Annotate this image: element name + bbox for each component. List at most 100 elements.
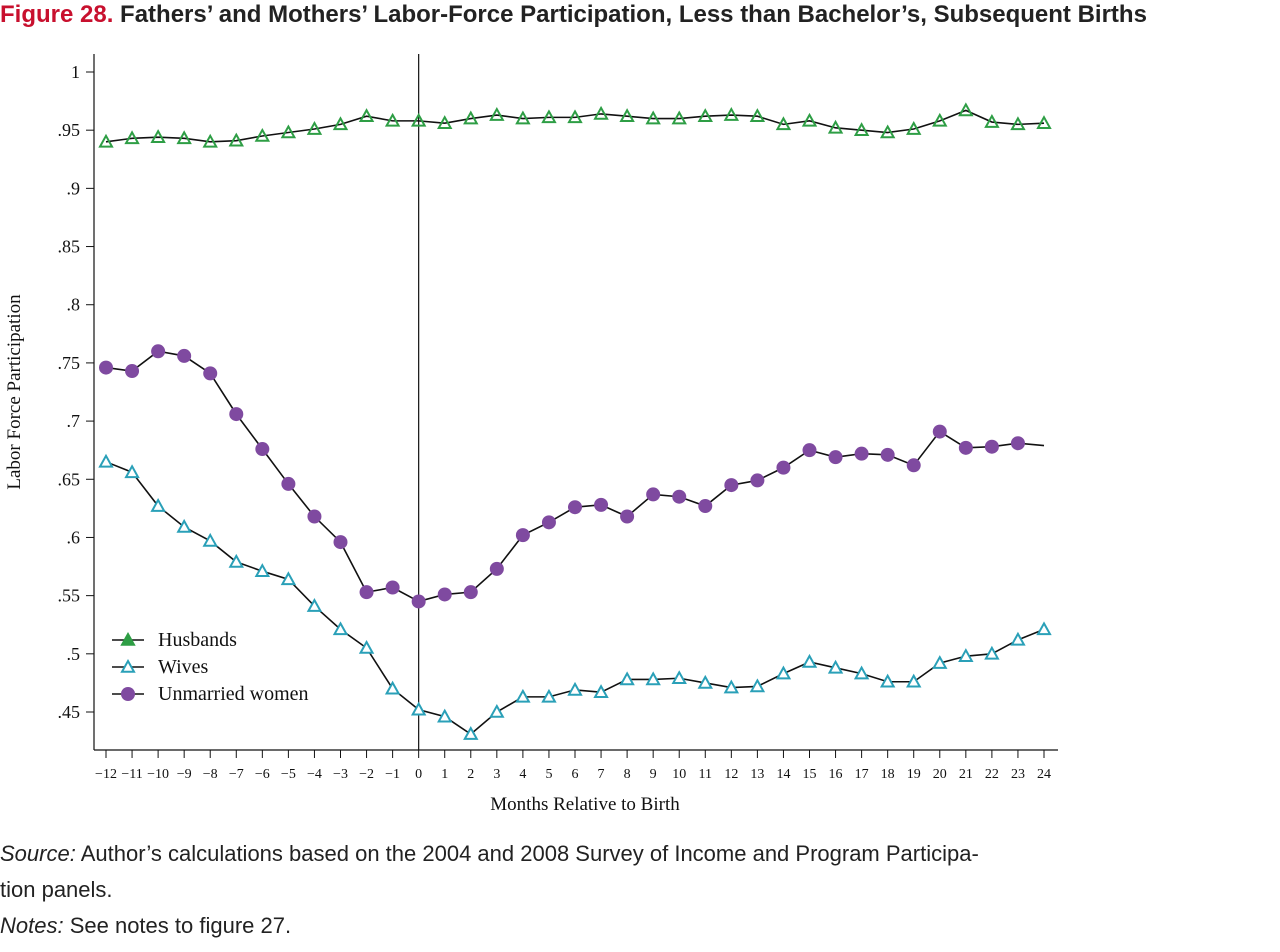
x-tick-label: 15 [803,767,817,782]
data-point-wives [906,673,922,688]
data-point-husbands [202,133,218,148]
x-tick-label: −10 [147,767,169,782]
data-point-unmarried [385,580,400,595]
data-point-husbands [358,108,375,123]
series-line-0 [105,109,1045,143]
data-point-wives [671,670,687,685]
data-point-wives [202,532,218,547]
x-tick-label: 4 [519,767,526,782]
data-point-wives [384,680,401,695]
x-tick-label: 18 [881,767,895,782]
data-point-unmarried [515,528,530,543]
figure-footer: Source: Author’s calculations based on t… [0,836,1280,944]
data-point-unmarried [984,439,999,454]
figure-label: Figure 28. [0,1,114,28]
data-point-wives [879,673,896,688]
x-axis-label: Months Relative to Birth [490,794,680,815]
x-tick-label: −2 [359,767,374,782]
y-axis-label: Labor Force Participation [4,294,25,490]
legend-marker [120,658,136,673]
data-point-husbands [723,106,740,121]
data-point-unmarried [932,424,947,439]
notes-note: Notes: See notes to figure 27. [0,908,1280,944]
x-tick-label: 11 [699,767,712,782]
data-point-husbands [410,112,427,127]
x-tick-label: 22 [985,767,999,782]
data-point-husbands [645,110,661,125]
x-tick-label: 16 [829,767,843,782]
x-tick-label: 0 [415,767,422,782]
data-point-wives [932,655,948,669]
data-point-wives [723,679,740,694]
data-point-unmarried [698,499,713,514]
data-point-unmarried [854,446,869,461]
notes-label: Notes: [0,913,64,938]
series-markers [98,102,1052,740]
data-point-husbands [541,109,557,124]
data-point-unmarried [151,344,166,359]
data-point-husbands [801,112,818,127]
data-point-unmarried [646,487,661,502]
legend-marker [120,631,136,646]
source-text: Author’s calculations based on the 2004 … [75,841,979,866]
data-point-wives [958,648,974,662]
data-point-wives [228,553,244,568]
y-tick-label: .9 [67,178,81,198]
data-point-husbands [228,132,244,147]
x-tick-label: −1 [385,767,400,782]
data-point-husbands [332,116,349,131]
data-point-unmarried [333,535,348,550]
x-tick-label: 13 [750,767,764,782]
data-point-unmarried [1010,436,1025,451]
data-point-unmarried [411,594,426,609]
data-point-wives [437,708,453,723]
y-tick-label: .85 [58,237,81,257]
data-point-husbands [932,112,948,127]
data-point-wives [410,701,427,716]
data-point-husbands [567,109,583,124]
data-point-husbands [280,124,297,139]
data-point-unmarried [750,473,765,488]
data-point-husbands [150,129,166,143]
data-point-wives [541,688,557,703]
data-point-wives [984,645,1000,660]
legend: Husbands Wives Unmarried women [112,629,309,705]
data-point-unmarried [359,585,374,600]
data-point-husbands [98,133,114,148]
x-tick-label: 14 [776,767,790,782]
data-point-wives [254,563,271,577]
x-tick-label: −3 [333,767,348,782]
x-tick-label: −7 [229,767,244,782]
line-chart: .45.5.55.6.65.7.75.8.85.9.951−12 −11 −10 −9… [4,54,1058,815]
figure-title-text: Fathers’ and Mothers’ Labor-Force Partic… [120,1,1147,28]
data-point-husbands [775,116,792,131]
x-tick-label: 23 [1011,767,1025,782]
legend-label: Unmarried women [158,683,309,705]
data-point-unmarried [802,443,817,458]
x-tick-label: 1 [441,767,448,782]
x-tick-label: 5 [545,767,552,782]
x-tick-label: −8 [203,767,218,782]
y-tick-label: .55 [58,586,81,606]
legend-marker [121,687,135,701]
data-point-husbands [124,130,140,145]
data-point-wives [749,678,766,693]
y-tick-label: .5 [67,644,81,664]
data-point-unmarried [203,366,218,381]
x-tick-label: 8 [624,767,631,782]
data-point-husbands [489,106,505,121]
data-point-wives [306,598,323,612]
data-point-wives [98,453,114,468]
x-tick-label: 10 [672,767,686,782]
data-point-unmarried [229,407,244,422]
data-point-unmarried [828,450,843,465]
data-point-wives [853,665,870,680]
data-point-husbands [697,108,713,123]
data-point-unmarried [880,447,895,462]
data-point-husbands [176,130,192,145]
data-point-wives [332,621,349,636]
y-tick-label: .75 [58,353,81,373]
data-point-wives [515,688,531,703]
data-point-husbands [853,122,870,136]
data-point-unmarried [958,440,973,455]
